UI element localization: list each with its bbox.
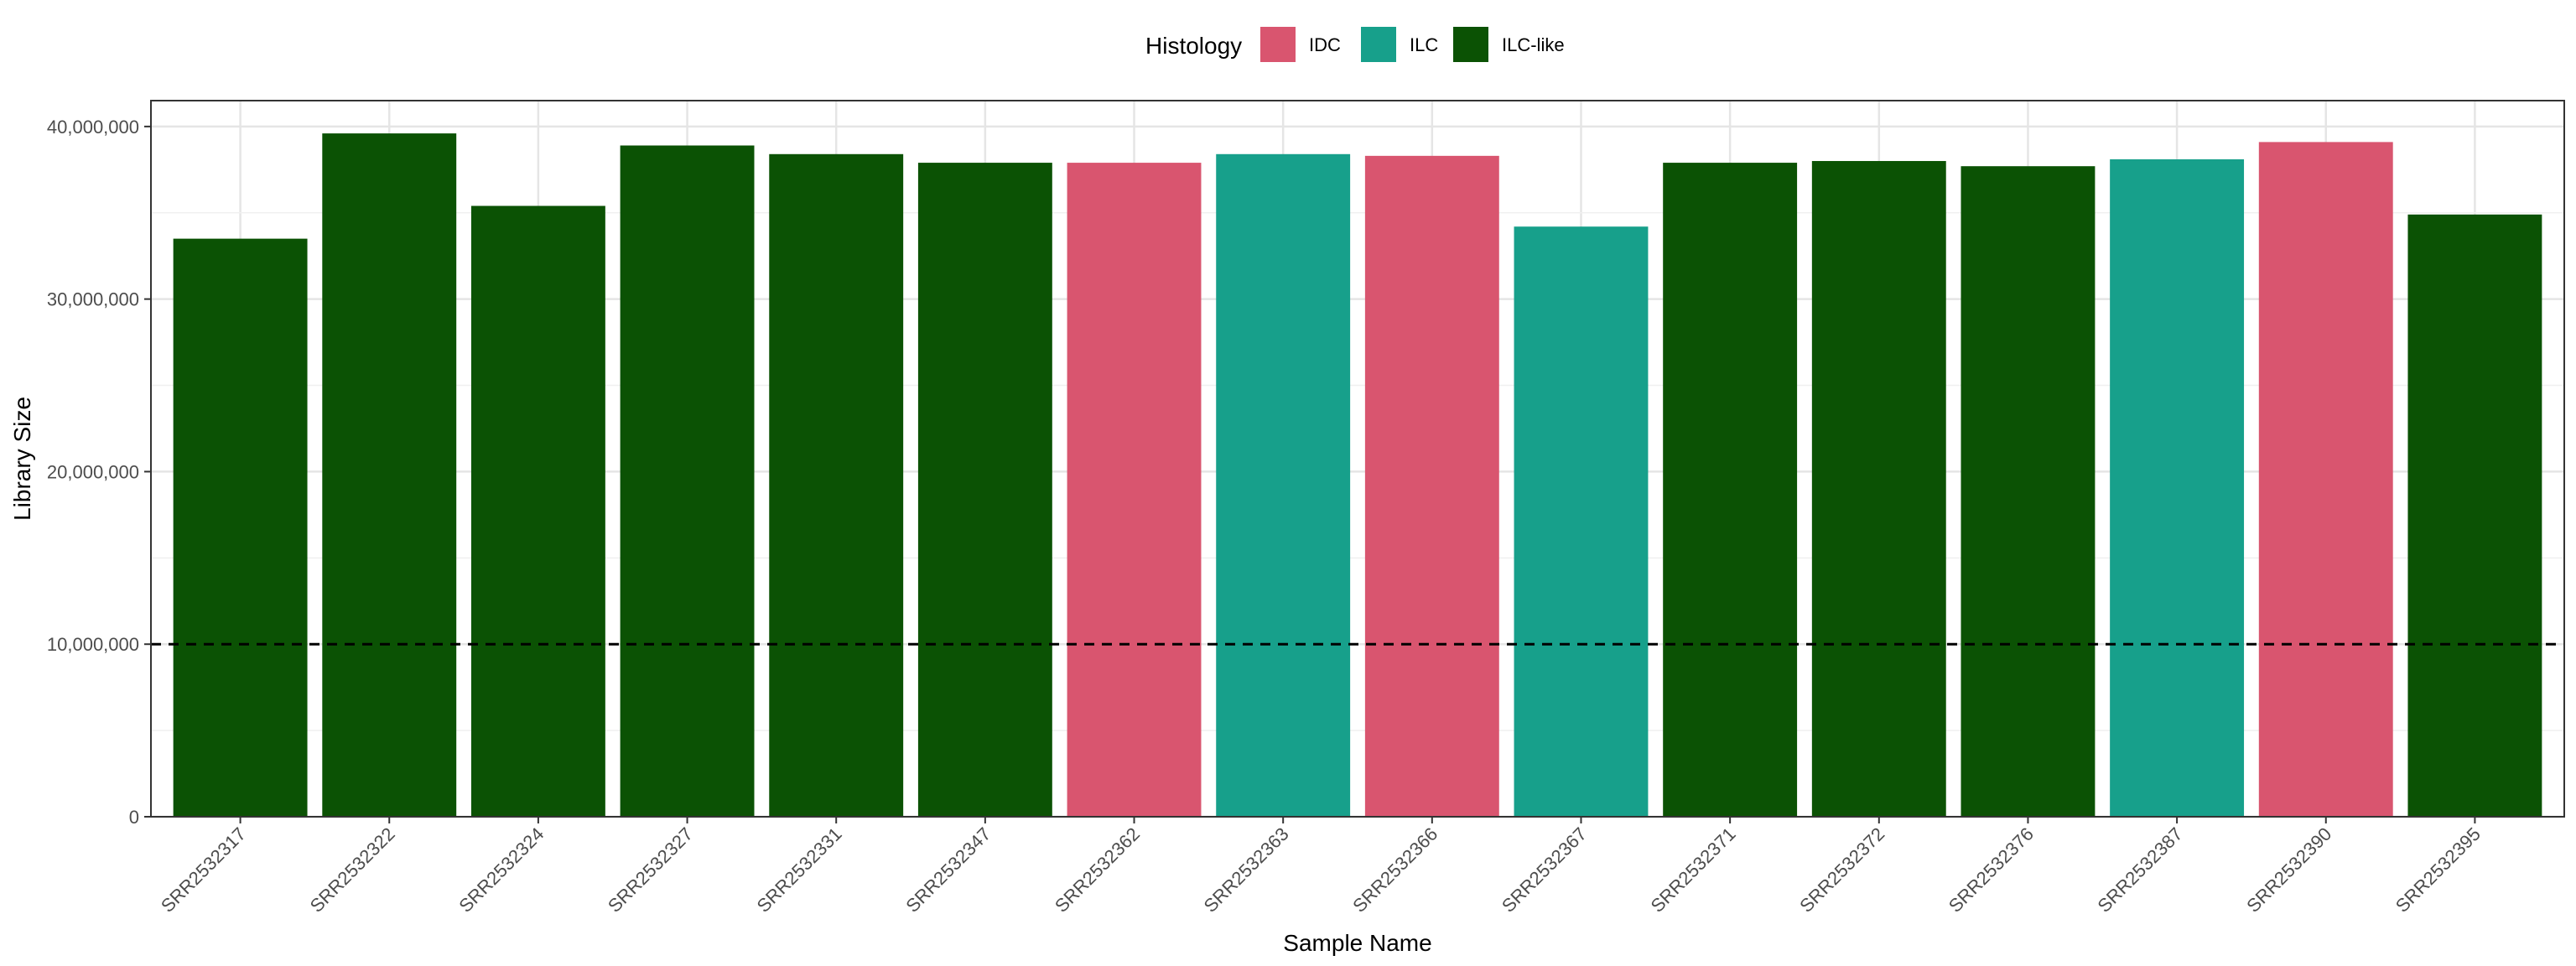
- y-axis-title: Library Size: [9, 397, 35, 521]
- bar-SRR2532317: [173, 238, 308, 818]
- x-tick-label: SRR2532371: [1647, 823, 1740, 917]
- legend-label-idc: IDC: [1309, 34, 1341, 55]
- bar-SRR2532327: [620, 145, 755, 818]
- x-tick-label: SRR2532317: [157, 823, 250, 917]
- bar-SRR2532322: [322, 133, 457, 817]
- x-tick-label: SRR2532395: [2392, 823, 2485, 917]
- y-axis: 0 10,000,000 20,000,000 30,000,000 40,000,00…: [47, 117, 151, 828]
- x-tick-label: SRR2532366: [1348, 823, 1441, 917]
- y-tick-label: 40,000,000: [47, 117, 139, 138]
- x-tick-label: SRR2532387: [2094, 823, 2187, 917]
- x-tick-label: SRR2532390: [2242, 823, 2335, 917]
- bar-SRR2532395: [2407, 214, 2542, 817]
- x-tick-label: SRR2532367: [1498, 823, 1591, 917]
- bar-SRR2532362: [1067, 163, 1202, 818]
- bar-SRR2532347: [917, 163, 1052, 818]
- x-tick-label: SRR2532362: [1051, 823, 1144, 917]
- y-tick-label: 20,000,000: [47, 461, 139, 482]
- x-tick-label: SRR2532331: [753, 823, 846, 917]
- x-tick-label: SRR2532372: [1795, 823, 1888, 917]
- x-tick-label: SRR2532322: [306, 823, 399, 917]
- bar-SRR2532376: [1961, 166, 2096, 818]
- legend-label-ilc-like: ILC-like: [1502, 34, 1565, 55]
- bar-SRR2532390: [2258, 142, 2393, 818]
- legend-title: Histology: [1145, 33, 1242, 59]
- x-tick-label: SRR2532376: [1945, 823, 2038, 917]
- y-tick-label: 0: [129, 807, 139, 828]
- legend-label-ilc: ILC: [1410, 34, 1438, 55]
- bar-SRR2532324: [470, 205, 605, 817]
- plot-panel: [150, 100, 2565, 818]
- legend: Histology IDC ILC ILC-like: [1145, 27, 1565, 62]
- x-axis: SRR2532317 SRR2532322 SRR2532324 SRR2532327…: [157, 817, 2485, 917]
- bar-SRR2532372: [1811, 161, 1946, 817]
- bar-SRR2532367: [1514, 226, 1649, 817]
- x-tick-label: SRR2532347: [901, 823, 995, 917]
- x-axis-title: Sample Name: [1283, 930, 1431, 956]
- bar-SRR2532366: [1364, 155, 1499, 818]
- legend-key-ilc: [1361, 27, 1396, 62]
- legend-items: IDC ILC ILC-like: [1260, 27, 1565, 62]
- x-tick-label: SRR2532324: [454, 823, 548, 917]
- legend-key-ilc-like: [1453, 27, 1488, 62]
- legend-key-idc: [1260, 27, 1296, 62]
- x-tick-label: SRR2532363: [1200, 823, 1293, 917]
- y-tick-label: 10,000,000: [47, 634, 139, 655]
- bars: [173, 133, 2542, 818]
- panel-border: [150, 100, 2565, 818]
- bar-SRR2532331: [769, 153, 904, 817]
- y-tick-label: 30,000,000: [47, 289, 139, 310]
- x-tick-label: SRR2532327: [604, 823, 697, 917]
- bar-SRR2532387: [2110, 158, 2245, 818]
- bar-SRR2532363: [1216, 153, 1351, 817]
- bar-SRR2532371: [1663, 163, 1798, 818]
